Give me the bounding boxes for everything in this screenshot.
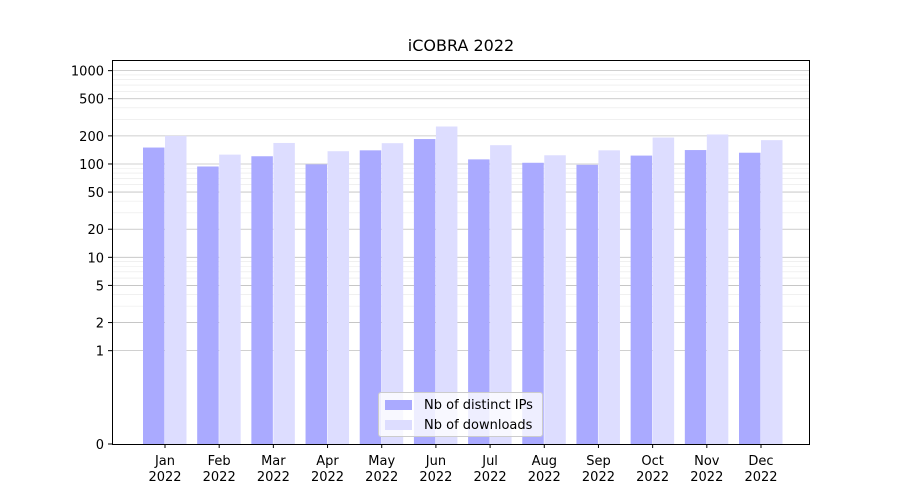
bar-ips (630, 155, 653, 445)
bar-ips (576, 164, 598, 445)
bar-downloads (327, 151, 350, 444)
bar-downloads (761, 140, 783, 444)
bar-downloads (273, 142, 295, 444)
bar-ips (468, 159, 490, 444)
bar-ips (684, 150, 707, 445)
bars (143, 126, 783, 445)
x-tick-label: Feb 2022 (203, 454, 236, 485)
bar-ips (413, 139, 436, 445)
x-tick-label: Nov 2022 (690, 454, 723, 485)
x-tick-label: Mar 2022 (257, 454, 290, 485)
y-tick-label: 5 (96, 279, 104, 294)
legend-item-downloads: Nb of downloads (385, 417, 533, 433)
legend-swatch-downloads (385, 420, 412, 430)
y-tick-label: 10 (87, 251, 104, 266)
plot-frame (112, 60, 810, 445)
y-tick-label: 100 (79, 158, 104, 173)
x-tick-label: Jan 2022 (148, 454, 181, 485)
y-tick-label: 1000 (71, 65, 104, 80)
bar-ips (251, 156, 273, 444)
legend-label-ips: Nb of distinct IPs (424, 397, 533, 413)
bar-downloads (165, 135, 187, 444)
bar-downloads (435, 126, 458, 445)
bar-downloads (490, 145, 512, 444)
x-axis: Jan 2022 Feb 2022 Mar 2022 Apr 2022 May 2022 Jun 20… (148, 444, 778, 485)
y-axis: 0 1 2 5 10 20 50 100 200 500 1000 (71, 65, 112, 453)
bar-downloads (706, 134, 729, 444)
x-tick-label: Oct 2022 (636, 454, 669, 485)
bar-ips (522, 162, 544, 445)
bar-downloads (544, 155, 566, 444)
legend-item-ips: Nb of distinct IPs (385, 397, 533, 413)
x-tick-label: Jun 2022 (419, 454, 452, 485)
chart-title: iCOBRA 2022 (408, 36, 514, 55)
bar-downloads (652, 137, 675, 444)
legend: Nb of distinct IPs Nb of downloads (378, 392, 543, 437)
legend-label-downloads: Nb of downloads (424, 417, 533, 433)
y-tick-label: 50 (87, 186, 104, 201)
y-tick-label: 2 (96, 317, 104, 332)
bar-ips (143, 147, 165, 444)
x-tick-label: Jul 2022 (474, 454, 507, 485)
x-tick-label: May 2022 (365, 454, 398, 485)
y-tick-label: 200 (79, 130, 104, 145)
x-tick-label: Aug 2022 (528, 454, 561, 485)
bar-ips (197, 166, 219, 444)
y-tick-label: 20 (87, 223, 104, 238)
y-tick-label: 1 (96, 345, 104, 360)
x-tick-label: Dec 2022 (744, 454, 777, 485)
bar-downloads (598, 150, 620, 444)
y-tick-label: 0 (96, 438, 104, 453)
legend-swatch-ips (385, 400, 412, 410)
bar-downloads (219, 154, 241, 444)
bar-ips (305, 164, 328, 445)
x-tick-label: Apr 2022 (311, 454, 344, 485)
bar-ips (739, 152, 761, 444)
bar-ips (359, 150, 382, 444)
bar-downloads (381, 143, 404, 444)
x-tick-label: Sep 2022 (582, 454, 615, 485)
y-tick-label: 500 (79, 93, 104, 108)
